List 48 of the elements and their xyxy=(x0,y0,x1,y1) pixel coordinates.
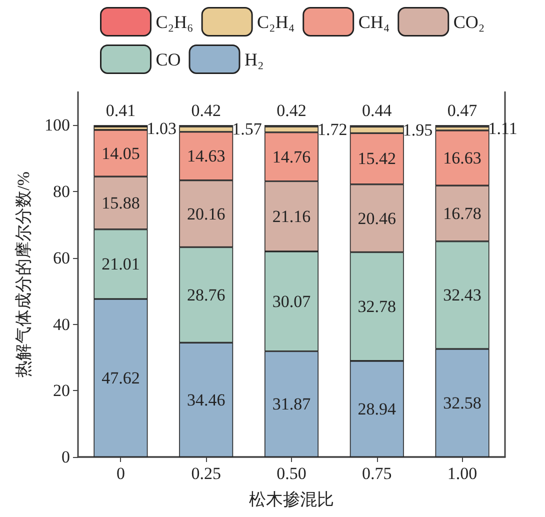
x-tick-label: 0.25 xyxy=(191,464,221,483)
legend-label: C₂H₆ xyxy=(156,12,194,32)
y-tick-label: 60 xyxy=(53,248,70,268)
data-label: 16.63 xyxy=(443,148,482,168)
data-label: 14.05 xyxy=(102,144,140,163)
data-label: 14.76 xyxy=(272,147,311,166)
y-tick-label: 80 xyxy=(53,182,70,202)
data-label: 0.42 xyxy=(276,101,306,120)
legend-label: H₂ xyxy=(244,49,264,70)
data-label: 1.95 xyxy=(402,120,433,140)
data-label: 0.47 xyxy=(447,101,478,120)
data-label: 1.03 xyxy=(146,118,176,138)
data-label: 28.76 xyxy=(186,285,226,304)
data-label: 30.07 xyxy=(272,292,312,311)
legend-label: CO₂ xyxy=(453,12,485,32)
x-tick-label: 1.00 xyxy=(447,464,478,483)
data-label: 15.42 xyxy=(358,149,396,168)
data-label: 0.44 xyxy=(362,101,392,120)
y-tick-label: 0 xyxy=(62,448,70,466)
y-tick-label: 20 xyxy=(53,381,70,400)
data-label: 32.43 xyxy=(443,286,482,305)
data-label: 14.63 xyxy=(186,146,226,166)
data-label: 32.78 xyxy=(358,297,396,316)
x-tick-label: 0.75 xyxy=(362,464,392,483)
data-label: 1.57 xyxy=(232,120,262,139)
data-label: 32.58 xyxy=(443,393,482,412)
data-label: 28.94 xyxy=(358,399,397,418)
y-tick-label: 40 xyxy=(53,314,70,334)
data-label: 31.87 xyxy=(272,394,312,414)
legend-label: CH₄ xyxy=(358,12,390,32)
x-axis-title: 松木掺混比 xyxy=(249,490,334,509)
y-axis-title: 热解气体成分的摩尔分数/% xyxy=(14,172,33,378)
data-label: 34.46 xyxy=(186,390,226,410)
x-tick-label: 0 xyxy=(116,464,125,483)
data-label: 1.72 xyxy=(318,120,348,139)
data-label: 20.16 xyxy=(186,204,226,224)
legend-label: C₂H₄ xyxy=(257,12,295,32)
data-label: 16.78 xyxy=(443,204,482,223)
legend-label: CO xyxy=(156,49,181,70)
data-label: 21.16 xyxy=(272,206,311,226)
data-label: 47.62 xyxy=(102,368,140,388)
x-tick-label: 0.50 xyxy=(276,464,306,483)
data-label: 21.01 xyxy=(102,254,140,274)
data-label: 20.46 xyxy=(358,208,396,228)
y-tick-label: 100 xyxy=(44,116,70,135)
data-label: 0.41 xyxy=(106,101,136,120)
data-label: 0.42 xyxy=(191,101,221,120)
data-label: 15.88 xyxy=(102,193,140,212)
